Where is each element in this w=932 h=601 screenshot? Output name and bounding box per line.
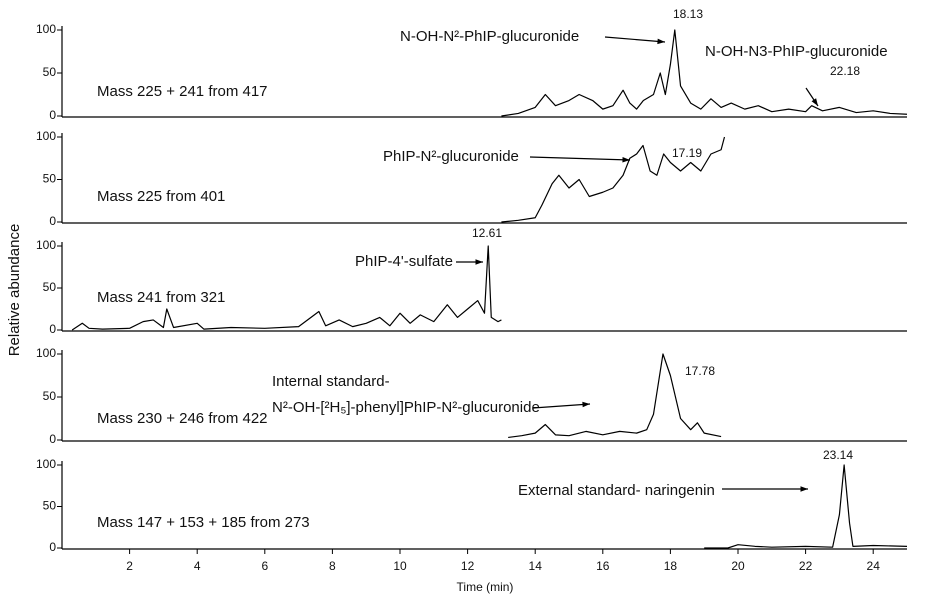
y-tick-label: 0: [49, 540, 56, 554]
y-tick-label: 100: [36, 129, 56, 143]
x-tick-label: 24: [867, 559, 881, 573]
y-tick-label: 0: [49, 322, 56, 336]
annotation: External standard- naringenin: [518, 482, 715, 499]
trace: [71, 245, 502, 331]
mass-label: Mass 225 + 241 from 417: [97, 83, 268, 100]
x-tick-label: 2: [126, 559, 133, 573]
x-tick-label: 14: [529, 559, 543, 573]
peak-label: 22.18: [830, 64, 860, 78]
y-tick-label: 50: [43, 280, 57, 294]
x-tick-label: 10: [393, 559, 407, 573]
arrow-head: [475, 259, 483, 265]
x-tick-label: 4: [194, 559, 201, 573]
trace: [508, 353, 722, 439]
y-tick-label: 100: [36, 22, 56, 36]
x-tick-label: 18: [664, 559, 678, 573]
x-tick-label: 16: [596, 559, 610, 573]
y-tick-label: 50: [43, 65, 57, 79]
trace: [501, 29, 908, 117]
x-tick-label: 20: [731, 559, 745, 573]
peak-label: 12.61: [472, 226, 502, 240]
mass-label: Mass 147 + 153 + 185 from 273: [97, 514, 310, 531]
arrow-line: [529, 156, 631, 161]
annotation: N²-OH-[²H₅]-phenyl]PhIP-N²-glucuronide: [272, 399, 540, 416]
x-tick-label: 6: [261, 559, 268, 573]
trace: [501, 136, 726, 223]
y-axis-label: Relative abundance: [6, 224, 23, 357]
mass-label: Mass 241 from 321: [97, 289, 225, 306]
y-tick-label: 0: [49, 108, 56, 122]
arrow-head: [622, 157, 630, 163]
peak-label: 17.78: [685, 364, 715, 378]
y-tick-label: 100: [36, 457, 56, 471]
y-tick-label: 0: [49, 214, 56, 228]
annotation: PhIP-N²-glucuronide: [383, 148, 519, 165]
x-tick-label: 8: [329, 559, 336, 573]
trace: [704, 464, 908, 549]
peak-label: 17.19: [672, 146, 702, 160]
annotation: PhIP-4'-sulfate: [355, 253, 453, 270]
x-tick-label: 22: [799, 559, 813, 573]
y-tick-label: 50: [43, 172, 57, 186]
peak-label: 23.14: [823, 448, 853, 462]
arrow-line: [604, 36, 666, 43]
annotation: N-OH-N3-PhIP-glucuronide: [705, 43, 888, 60]
peak-label: 18.13: [673, 7, 703, 21]
y-tick-label: 0: [49, 432, 56, 446]
y-tick-label: 100: [36, 238, 56, 252]
mass-label: Mass 225 from 401: [97, 188, 225, 205]
y-tick-label: 50: [43, 389, 57, 403]
arrow-head: [582, 401, 590, 408]
x-tick-label: 12: [461, 559, 475, 573]
arrow-line: [532, 403, 591, 409]
arrow-head: [657, 38, 665, 45]
arrow-head: [811, 98, 818, 106]
mass-label: Mass 230 + 246 from 422: [97, 410, 268, 427]
y-tick-label: 50: [43, 499, 57, 513]
arrow-head: [800, 486, 808, 492]
annotation: N-OH-N²-PhIP-glucuronide: [400, 28, 579, 45]
annotation: Internal standard-: [272, 373, 390, 390]
y-tick-label: 100: [36, 346, 56, 360]
x-axis-label: Time (min): [457, 580, 514, 594]
